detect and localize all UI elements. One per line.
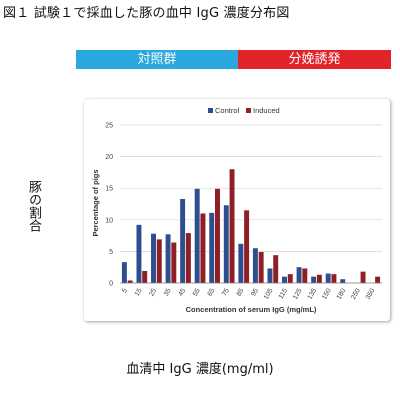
bar-control-5 [121,262,127,283]
x-tick-label: 75 [221,287,231,297]
bar-induced-55 [200,213,206,283]
bar-induced-125 [302,268,308,283]
x-tick-label: 115 [278,287,290,300]
x-tick-label: 5 [121,287,129,294]
bar-control-150 [325,273,331,283]
bar-induced-75 [229,169,235,283]
bar-induced-105 [273,255,279,283]
bar-induced-25 [156,239,162,283]
y-tick-label: 5 [109,249,113,256]
y-tick-label: 15 [105,186,113,193]
bar-induced-150 [331,274,337,283]
x-tick-label: 85 [236,287,246,297]
figure-title: 図１ 試験１で採血した豚の血中 IgG 濃度分布図 [3,6,290,21]
bar-control-135 [311,276,317,283]
bar-induced-45 [185,233,191,283]
x-tick-label: 105 [263,287,275,301]
x-tick-label: 35 [163,287,173,297]
x-tick-label: 250 [350,287,362,301]
y-tick-label: 25 [105,123,113,130]
legend-label-induced: Induced [253,106,280,115]
bar-induced-350 [375,276,381,283]
x-tick-label: 95 [250,287,260,297]
legend: Control Induced [208,106,280,115]
x-tick-label: 180 [336,287,348,301]
bar-control-125 [296,267,302,283]
bar-control-45 [180,198,186,283]
y-tick-label: 20 [105,154,113,161]
bar-control-15 [136,224,142,283]
outer-x-axis-label: 血清中 IgG 濃度(mg/ml) [126,362,274,377]
legend-swatch-induced [246,108,251,113]
x-tick-label: 65 [206,287,216,297]
x-tick-label: 55 [192,287,202,297]
bar-induced-95 [258,252,264,283]
y-tick-label: 10 [105,217,113,224]
bar-control-75 [223,205,229,283]
bar-control-35 [165,234,171,283]
bar-induced-65 [215,188,220,283]
x-tick-label: 25 [148,287,158,297]
outer-y-axis-label: 豚の割合 [26,180,41,232]
bar-induced-85 [244,210,250,283]
chart-y-axis-label: Percentage of pigs [91,169,100,236]
bar-control-65 [209,212,215,283]
x-tick-label: 135 [306,287,318,301]
chart-panel: 0 5 10 15 20 25 5 15 25 35 45 55 65 75 85 95 105 115 125 1… [84,99,390,321]
x-tick-label: 350 [365,287,377,301]
gridlines [120,124,382,252]
y-tick-label: 0 [109,281,113,288]
bar-control-25 [151,233,156,283]
bar-induced-15 [142,270,148,283]
y-tick-labels: 0 5 10 15 20 25 [105,123,113,288]
bar-induced-115 [287,274,293,283]
bar-induced-250 [360,271,366,283]
induced-group-band: 分娩誘発 [238,50,391,69]
bars [121,169,381,283]
control-group-band: 対照群 [76,50,238,69]
bar-induced-5 [127,280,133,283]
x-tick-labels: 5 15 25 35 45 55 65 75 85 95 105 115 125 135 150 180 250… [121,287,377,301]
bar-induced-135 [316,274,322,283]
bar-control-55 [194,188,200,283]
bar-control-115 [282,276,287,283]
bar-control-95 [252,248,258,283]
x-tick-label: 15 [134,287,144,297]
bar-control-85 [238,243,244,283]
legend-swatch-control [208,108,213,113]
x-tick-label: 45 [177,287,187,297]
legend-label-control: Control [215,106,240,115]
bar-control-105 [267,268,273,283]
x-tick-label: 150 [321,287,333,301]
bar-induced-35 [171,242,177,283]
x-tick-label: 125 [292,287,304,301]
chart-x-axis-label: Concentration of serum IgG (mg/mL) [186,305,317,314]
bar-control-180 [340,279,346,283]
